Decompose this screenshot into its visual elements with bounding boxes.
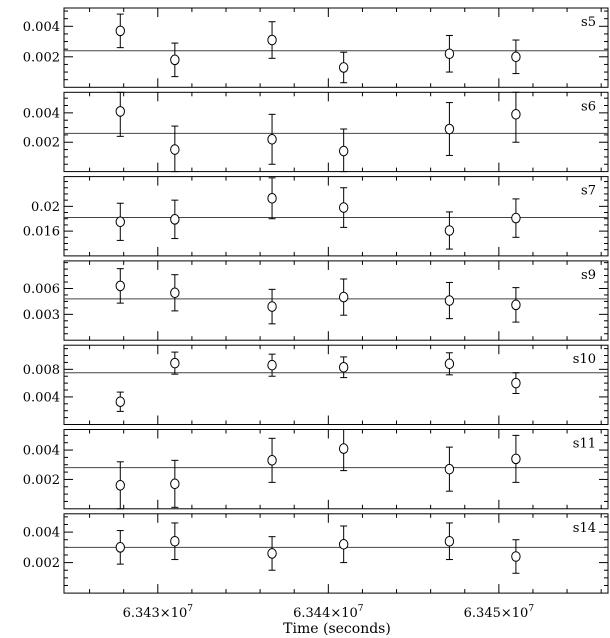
data-point (115, 280, 125, 292)
data-point (267, 133, 277, 145)
x-axis: 6.343×107 6.344×107 6.345×107 (123, 604, 535, 621)
data-point (115, 106, 125, 117)
y-tick-label: 0.003 (23, 308, 60, 323)
panel-label: s10 (573, 352, 596, 367)
y-tick-label: 0.002 (23, 50, 60, 65)
panel-frame (63, 7, 609, 88)
data-point (511, 109, 521, 120)
data-point (267, 301, 277, 312)
data-point (267, 359, 277, 371)
data-point (338, 291, 349, 303)
data-point (338, 443, 349, 454)
panel-frame (63, 429, 609, 510)
data-point (338, 361, 349, 373)
panel-s14: 0.002 0.004 s14 (23, 513, 609, 594)
panel-frame (63, 344, 609, 426)
panel-frame (63, 176, 609, 257)
x-tick-label: 6.343×107 (123, 604, 194, 621)
y-tick-label: 0.016 (23, 225, 60, 240)
y-tick-label: 0.002 (23, 556, 60, 571)
data-point (170, 54, 180, 66)
panel-label: s5 (581, 15, 596, 30)
data-point (115, 25, 125, 37)
panels: 0.002 0.004 s5 0.002 0.004 s6 0.016 0.02 s7 0.003… (23, 7, 609, 594)
data-point (170, 144, 180, 155)
data-point (267, 34, 277, 46)
panel-s11: 0.002 0.004 s11 (23, 429, 609, 510)
data-point (267, 192, 277, 204)
data-point (267, 455, 277, 466)
data-point (338, 62, 349, 73)
y-tick-label: 0.004 (23, 390, 60, 405)
y-tick-label: 0.002 (23, 473, 60, 488)
data-point (444, 535, 455, 547)
data-point (511, 551, 521, 562)
panel-label: s11 (573, 437, 596, 452)
data-point (170, 478, 180, 490)
x-tick-label: 6.345×107 (464, 604, 535, 621)
panel-frame (63, 513, 609, 594)
data-point (511, 51, 521, 63)
data-point (444, 358, 455, 370)
data-point (170, 535, 180, 547)
y-tick-label: 0.008 (23, 363, 60, 378)
y-tick-label: 0.004 (23, 526, 60, 541)
y-tick-label: 0.002 (23, 136, 60, 151)
data-point (338, 539, 349, 550)
data-point (170, 357, 180, 369)
data-point (267, 548, 277, 559)
data-point (444, 295, 455, 306)
panel-s7: 0.016 0.02 s7 (23, 176, 609, 257)
data-point (444, 123, 455, 135)
y-tick-label: 0.004 (23, 106, 60, 121)
data-point (115, 396, 125, 408)
panel-frame (63, 260, 609, 341)
panel-s9: 0.003 0.006 s9 (23, 260, 609, 341)
y-tick-label: 0.02 (31, 200, 60, 215)
panel-s5: 0.002 0.004 s5 (23, 7, 609, 88)
panel-s10: 0.004 0.008 s10 (23, 344, 609, 426)
data-point (444, 48, 455, 60)
data-point (115, 216, 125, 228)
panel-frame (63, 91, 609, 173)
panel-label: s6 (581, 99, 596, 114)
data-point (338, 145, 349, 157)
data-point (115, 542, 125, 553)
data-point (444, 463, 455, 475)
data-point (338, 202, 349, 213)
panel-label: s9 (581, 268, 596, 283)
y-tick-label: 0.006 (23, 282, 60, 297)
data-point (170, 214, 180, 225)
data-point (511, 377, 521, 389)
data-point (511, 453, 521, 465)
data-point (511, 299, 521, 311)
panel-label: s7 (581, 184, 596, 199)
data-point (444, 225, 455, 236)
y-tick-label: 0.004 (23, 444, 60, 459)
data-point (115, 480, 125, 491)
x-tick-label: 6.344×107 (293, 604, 364, 621)
panel-label: s14 (573, 521, 596, 536)
y-tick-label: 0.004 (23, 20, 60, 35)
data-point (170, 287, 180, 299)
data-point (511, 212, 521, 224)
panel-s6: 0.002 0.004 s6 (23, 91, 609, 173)
x-axis-label: Time (seconds) (283, 621, 391, 637)
